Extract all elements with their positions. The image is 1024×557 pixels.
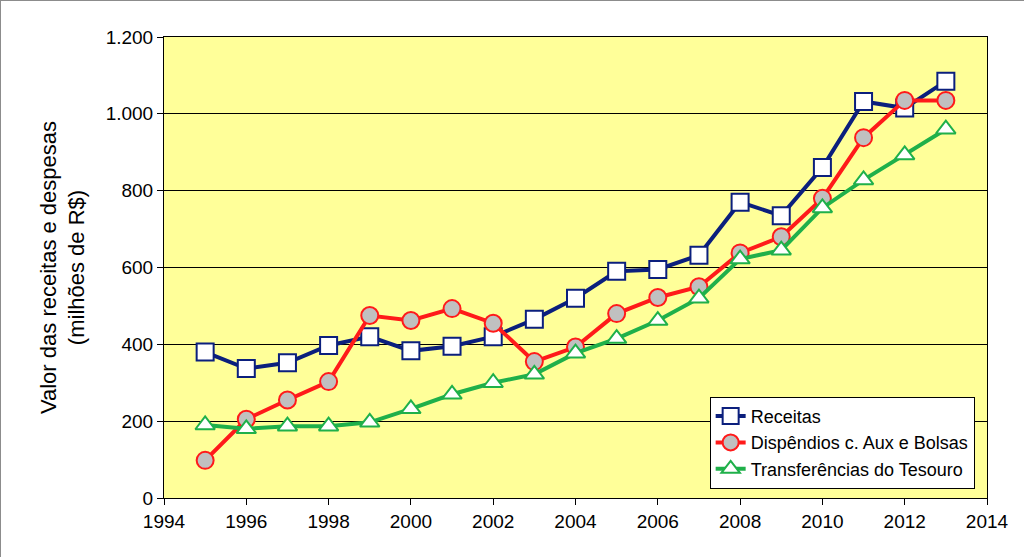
svg-text:0: 0	[143, 488, 154, 509]
svg-text:Transferências do Tesouro: Transferências do Tesouro	[751, 460, 963, 480]
svg-text:2006: 2006	[637, 511, 679, 532]
svg-text:2010: 2010	[801, 511, 843, 532]
svg-text:600: 600	[121, 257, 153, 278]
svg-text:2012: 2012	[884, 511, 926, 532]
svg-text:2014: 2014	[966, 511, 1009, 532]
svg-text:Receitas: Receitas	[751, 407, 821, 427]
svg-text:1998: 1998	[307, 511, 349, 532]
svg-text:1996: 1996	[225, 511, 267, 532]
svg-text:1.200: 1.200	[106, 27, 154, 48]
svg-text:200: 200	[121, 411, 153, 432]
svg-text:2000: 2000	[390, 511, 432, 532]
svg-text:2002: 2002	[472, 511, 514, 532]
svg-text:2008: 2008	[719, 511, 761, 532]
svg-text:800: 800	[121, 180, 153, 201]
svg-text:1994: 1994	[143, 511, 186, 532]
svg-text:Dispêndios c. Aux e Bolsas: Dispêndios c. Aux e Bolsas	[751, 433, 968, 453]
svg-text:Valor das receitas e despesas(: Valor das receitas e despesas(milhões de…	[36, 121, 90, 414]
svg-text:400: 400	[121, 334, 153, 355]
svg-text:2004: 2004	[554, 511, 597, 532]
svg-text:1.000: 1.000	[106, 103, 154, 124]
